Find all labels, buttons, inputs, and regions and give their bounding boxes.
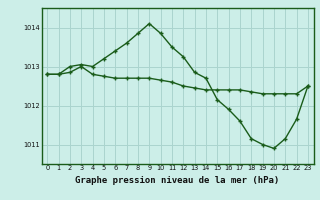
X-axis label: Graphe pression niveau de la mer (hPa): Graphe pression niveau de la mer (hPa) — [76, 176, 280, 185]
